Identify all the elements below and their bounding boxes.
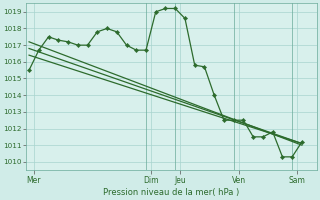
X-axis label: Pression niveau de la mer( hPa ): Pression niveau de la mer( hPa ) <box>103 188 239 197</box>
